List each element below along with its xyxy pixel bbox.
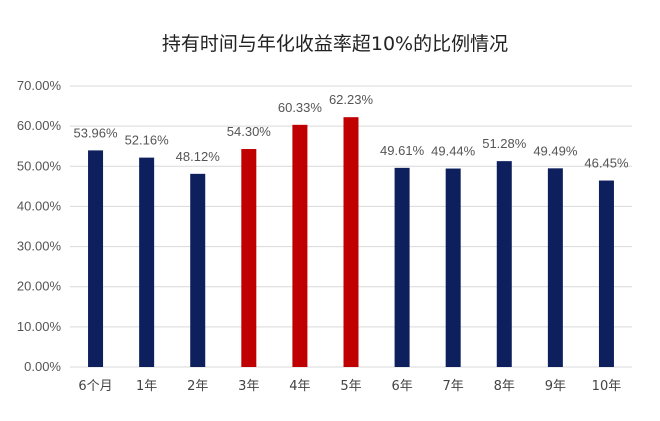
data-label: 51.28% xyxy=(482,136,527,151)
bar xyxy=(547,168,563,367)
chart-title: 持有时间与年化收益率超10%的比例情况 xyxy=(162,33,508,55)
x-tick-label: 5年 xyxy=(340,379,361,394)
x-tick-label: 7年 xyxy=(443,379,464,394)
bar xyxy=(241,149,257,367)
y-tick-label: 50.00% xyxy=(17,158,62,173)
data-label: 62.23% xyxy=(329,92,374,107)
data-label: 60.33% xyxy=(278,100,323,115)
y-axis: 0.00% 10.00% 20.00% 30.00% 40.00% 50.00% 60.00… xyxy=(17,78,62,374)
x-tick-label: 8年 xyxy=(494,379,515,394)
x-tick-label: 10年 xyxy=(592,379,622,394)
y-tick-label: 0.00% xyxy=(24,359,61,374)
x-tick-label: 1年 xyxy=(136,379,157,394)
data-label: 53.96% xyxy=(73,125,118,140)
bar xyxy=(394,167,410,367)
bar xyxy=(139,157,155,367)
x-tick-label: 9年 xyxy=(545,379,566,394)
bar xyxy=(496,161,512,367)
y-tick-label: 30.00% xyxy=(17,239,62,254)
bar xyxy=(88,150,104,367)
bar xyxy=(190,173,206,367)
data-label: 49.44% xyxy=(431,144,476,159)
bar xyxy=(292,124,308,367)
y-tick-label: 60.00% xyxy=(17,118,62,133)
data-label: 49.61% xyxy=(380,143,425,158)
x-tick-label: 3年 xyxy=(238,379,259,394)
x-tick-label: 4年 xyxy=(289,379,310,394)
bar xyxy=(343,117,359,367)
bar-series xyxy=(88,117,614,367)
bar xyxy=(445,168,461,367)
bar xyxy=(598,180,614,367)
x-axis: 6个月 1年 2年 3年 4年 5年 6年 7年 8年 9年 10年 xyxy=(78,379,621,394)
data-labels: 53.96% 52.16% 48.12% 54.30% 60.33% 62.23% 49.6… xyxy=(73,92,628,170)
x-tick-label: 6个月 xyxy=(78,379,112,394)
data-label: 48.12% xyxy=(176,149,221,164)
y-tick-label: 40.00% xyxy=(17,198,62,213)
data-label: 52.16% xyxy=(125,133,170,148)
y-tick-label: 20.00% xyxy=(17,279,62,294)
data-label: 54.30% xyxy=(227,124,272,139)
data-label: 46.45% xyxy=(584,156,629,171)
data-label: 49.49% xyxy=(533,143,578,158)
x-tick-label: 2年 xyxy=(187,379,208,394)
y-tick-label: 10.00% xyxy=(17,319,62,334)
x-tick-label: 6年 xyxy=(391,379,412,394)
y-tick-label: 70.00% xyxy=(17,78,62,93)
